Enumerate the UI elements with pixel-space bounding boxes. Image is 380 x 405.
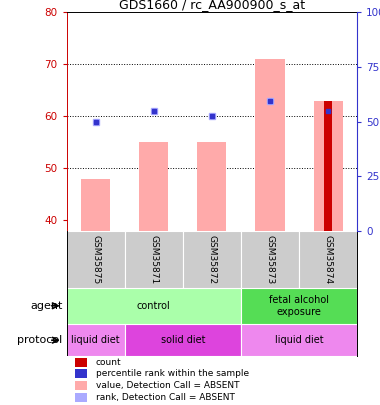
Bar [125,231,183,288]
Bar [325,101,332,231]
Text: GSM35875: GSM35875 [91,234,100,284]
Bar [66,288,241,324]
Text: value, Detection Call = ABSENT: value, Detection Call = ABSENT [96,381,239,390]
Text: percentile rank within the sample: percentile rank within the sample [96,369,249,378]
Text: rank, Detection Call = ABSENT: rank, Detection Call = ABSENT [96,393,234,402]
Bar [241,324,357,356]
Text: GSM35873: GSM35873 [266,234,274,284]
Bar [241,288,357,324]
Bar [314,101,343,231]
Bar [183,231,241,288]
Title: GDS1660 / rc_AA900900_s_at: GDS1660 / rc_AA900900_s_at [119,0,305,11]
Text: control: control [137,301,171,311]
Text: GSM35871: GSM35871 [149,234,158,284]
Text: protocol: protocol [17,335,63,345]
Bar [197,142,226,231]
Bar [75,369,87,378]
Text: liquid diet: liquid diet [71,335,120,345]
Text: GSM35874: GSM35874 [324,234,332,284]
Bar [255,59,285,231]
Text: solid diet: solid diet [160,335,205,345]
Bar [81,179,110,231]
Text: fetal alcohol
exposure: fetal alcohol exposure [269,295,329,317]
Text: count: count [96,358,121,367]
Bar [75,393,87,402]
Bar [299,231,357,288]
Bar [75,358,87,367]
Text: GSM35872: GSM35872 [207,234,216,284]
Bar [66,324,125,356]
Text: liquid diet: liquid diet [275,335,323,345]
Bar [241,231,299,288]
Bar [139,142,168,231]
Bar [75,381,87,390]
Bar [125,324,241,356]
Text: agent: agent [30,301,63,311]
Bar [66,231,125,288]
